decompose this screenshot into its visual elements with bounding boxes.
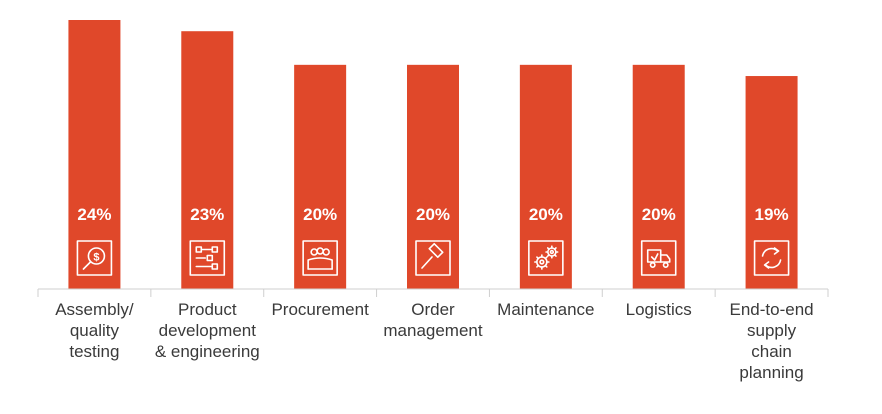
workflow-diagram-icon	[189, 240, 226, 276]
team-icon	[302, 240, 338, 276]
gears-icon	[528, 240, 564, 276]
bar-value-label: 20%	[416, 205, 450, 224]
bar-value-label: 20%	[642, 205, 676, 224]
category-labels: Assembly/quality testing Product developmen…	[55, 300, 813, 382]
dollar-search-icon: $	[76, 240, 113, 276]
svg-text:$: $	[93, 252, 99, 264]
category-label: End-to-end supply chain planning	[730, 300, 814, 382]
bar-value-label: 24%	[77, 205, 111, 224]
category-label: Assembly/quality testing	[55, 300, 134, 361]
category-label: Product development & engineering	[155, 300, 260, 361]
bars-layer: 24% $23% 20% 20% 20% 20% 19%	[68, 20, 798, 290]
delivery-truck-icon	[640, 240, 677, 276]
bar-value-label: 19%	[755, 205, 789, 224]
bar	[407, 64, 459, 289]
x-axis-ticks	[37, 289, 829, 297]
bar	[745, 76, 798, 290]
cycle-arrows-icon	[753, 240, 790, 276]
category-label: Logistics	[626, 300, 692, 319]
bar	[181, 31, 234, 289]
bar	[519, 64, 572, 289]
bar-value-label: 20%	[529, 205, 563, 224]
gavel-icon	[415, 240, 451, 276]
bar	[632, 64, 685, 289]
category-label: Procurement	[271, 300, 369, 319]
category-label: Order management	[383, 300, 483, 340]
bar-value-label: 20%	[303, 205, 337, 224]
category-label: Maintenance	[497, 300, 594, 319]
bar	[294, 64, 347, 289]
bar-value-label: 23%	[190, 205, 224, 224]
